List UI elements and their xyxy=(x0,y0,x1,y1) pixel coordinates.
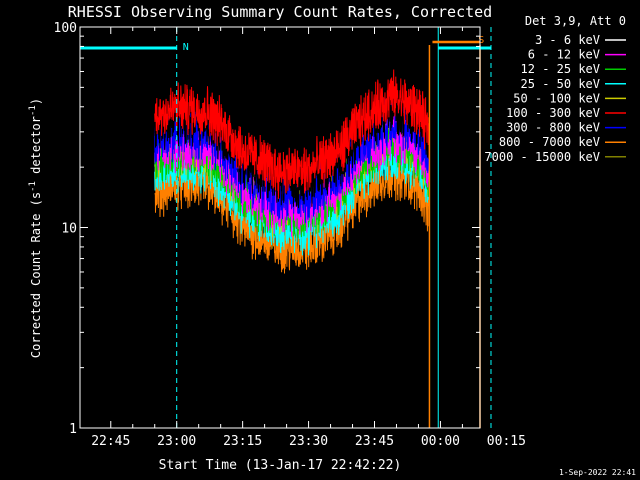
y-tick-label: 100 xyxy=(54,21,77,36)
legend-entry-label: 3 - 6 keV xyxy=(535,33,600,47)
footer-timestamp: 1-Sep-2022 22:41 xyxy=(559,468,636,477)
x-tick-label: 00:15 xyxy=(487,434,526,449)
series-line xyxy=(154,69,430,200)
legend-entry-label: 50 - 100 keV xyxy=(513,91,600,105)
series-layer xyxy=(154,69,430,274)
x-tick-label: 23:15 xyxy=(223,434,262,449)
legend-entry-label: 100 - 300 keV xyxy=(506,106,600,120)
legend-entry-label: 300 - 800 keV xyxy=(506,121,600,135)
chart-title: RHESSI Observing Summary Count Rates, Co… xyxy=(68,3,492,21)
y-axis-label: Corrected Count Rate (s-1 detector-1) xyxy=(28,98,43,358)
legend-entry-label: 800 - 7000 keV xyxy=(499,135,600,149)
flag-label-N: N xyxy=(183,42,189,53)
y-tick-label: 1 xyxy=(69,422,77,437)
x-axis-label: Start Time (13-Jan-17 22:42:22) xyxy=(159,458,402,473)
y-axis-label-sup1: -1 xyxy=(28,181,38,192)
legend-title: Det 3,9, Att 0 xyxy=(525,14,626,28)
y-axis-label-sup2: -1 xyxy=(28,105,38,116)
x-tick-label: 23:00 xyxy=(157,434,196,449)
y-axis-label-main: Corrected Count Rate (s xyxy=(29,192,43,358)
flag-label-S: S xyxy=(478,35,484,46)
x-tick-label: 23:30 xyxy=(289,434,328,449)
legend-entry-label: 7000 - 15000 keV xyxy=(484,150,600,164)
legend-entry-label: 25 - 50 keV xyxy=(521,77,600,91)
x-tick-label: 23:45 xyxy=(355,434,394,449)
legend-entry-label: 6 - 12 keV xyxy=(528,48,600,62)
y-tick-label: 10 xyxy=(61,222,77,237)
y-axis-label-mid: detector xyxy=(29,116,43,181)
legend-entry-label: 12 - 25 keV xyxy=(521,62,600,76)
y-axis-label-end: ) xyxy=(29,98,43,105)
axis-layer: 22:45 23:00 23:15 23:30 23:45 00:00 00:15 1 10 10… xyxy=(54,21,526,449)
x-tick-label: 00:00 xyxy=(421,434,460,449)
x-tick-label: 22:45 xyxy=(91,434,130,449)
